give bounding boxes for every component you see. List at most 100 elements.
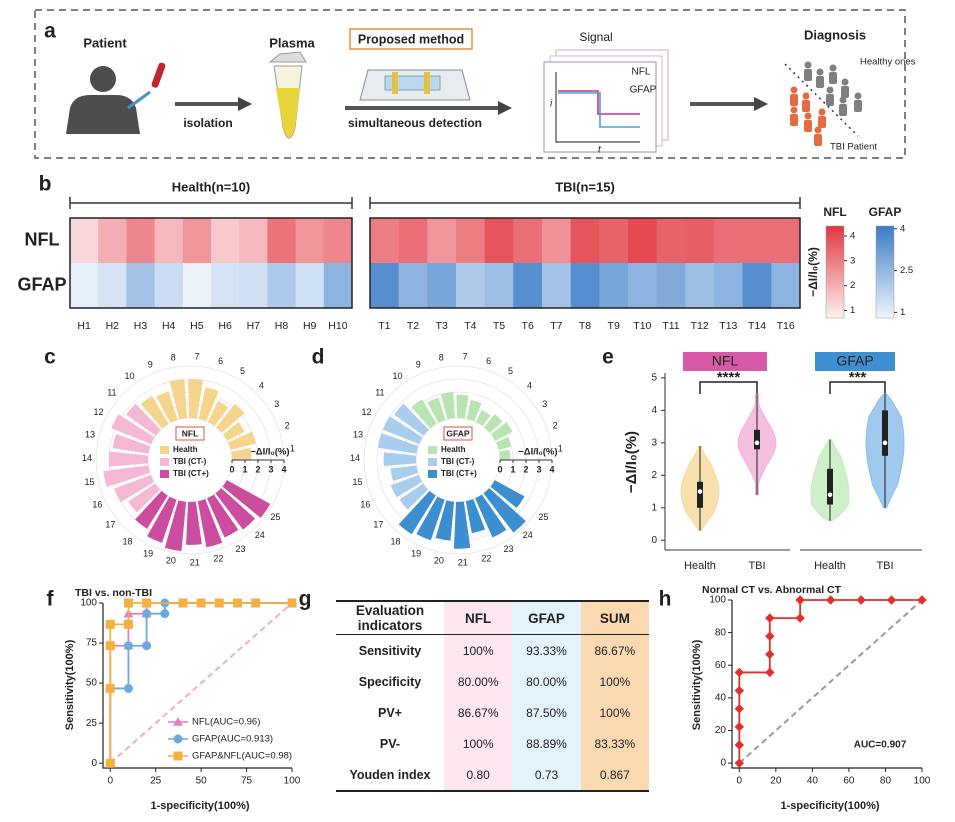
polar-bar <box>394 403 429 436</box>
data-point <box>105 641 115 651</box>
heatmap-cell <box>484 263 514 308</box>
heatmap-cell <box>714 218 744 263</box>
data-point <box>795 613 805 623</box>
data-point <box>734 704 745 714</box>
panel-letter: f <box>47 588 55 611</box>
group-label: TBI Patient <box>830 142 877 153</box>
legend-label: TBI (CT+) <box>441 469 477 478</box>
x-tick-label: 75 <box>241 776 253 787</box>
person-head <box>826 86 834 94</box>
electrode <box>392 72 398 94</box>
colorbar-tick-label: 4 <box>850 230 855 241</box>
person-body <box>854 100 862 112</box>
significance-bracket <box>829 381 886 394</box>
polar-bar <box>382 416 423 445</box>
panel-letter: c <box>44 346 56 369</box>
table-cell: 100% <box>580 666 649 697</box>
polar-bar <box>126 403 161 436</box>
table-cell: 93.33% <box>512 634 581 666</box>
heatmap-cell <box>599 263 629 308</box>
data-point <box>123 641 133 651</box>
y-tick-label: 0 <box>720 758 726 769</box>
data-point <box>917 595 927 605</box>
data-point <box>196 598 206 608</box>
person-body <box>814 134 822 146</box>
polar-bar <box>112 434 151 454</box>
person-body <box>816 76 824 88</box>
divider <box>784 63 859 137</box>
colorbar-tick-label: 2.5 <box>900 265 913 276</box>
x-tick-label: 50 <box>196 776 208 787</box>
data-point <box>123 619 133 629</box>
polar-bar <box>197 499 223 548</box>
legend-swatch <box>428 470 437 478</box>
category-label: 24 <box>255 530 265 540</box>
x-tick-label: Health <box>684 560 716 572</box>
polar-bar <box>453 501 471 549</box>
heatmap-cell <box>70 263 99 308</box>
legend-label: GFAP(AUC=0.913) <box>192 734 273 745</box>
column-label: T6 <box>522 320 534 332</box>
median <box>882 440 888 446</box>
iqr-box <box>754 429 760 450</box>
legend-swatch <box>160 458 169 466</box>
heatmap-cell <box>398 263 428 308</box>
polar-bar <box>222 480 271 518</box>
table-row: Youden index 0.80 0.73 0.867 <box>336 759 649 792</box>
data-point <box>856 595 866 605</box>
heatmap-cell <box>182 218 212 263</box>
heatmap-cell <box>126 218 155 263</box>
category-label: 20 <box>434 556 444 566</box>
x-tick-label: 60 <box>843 776 855 787</box>
legend-swatch <box>160 470 169 478</box>
x-tick-label: 100 <box>914 776 931 787</box>
polar-bar <box>377 433 419 454</box>
center-label: NFL <box>182 428 199 438</box>
category-label: 18 <box>123 536 133 546</box>
radial-axis-label: −ΔI/I₀(%) <box>518 447 557 458</box>
heatmap-cell <box>771 218 801 263</box>
step-label: Diagnosis <box>804 27 866 42</box>
heatmap-cell <box>656 218 686 263</box>
polar-bar <box>427 397 446 423</box>
polar-bar <box>186 501 202 545</box>
arrow-label: isolation <box>183 116 232 130</box>
polar-bar <box>399 483 429 510</box>
category-label: 18 <box>391 536 401 546</box>
panel-header-label: NFL <box>712 353 739 369</box>
heatmap-cell <box>370 263 400 308</box>
polar-bar <box>390 465 419 482</box>
column-label: T1 <box>378 320 390 332</box>
panel-letter: h <box>659 588 672 611</box>
heatmap-cell <box>771 263 801 308</box>
heatmap-cell <box>295 218 325 263</box>
table-cell: 0.73 <box>512 759 581 792</box>
polar-bar <box>440 392 456 420</box>
needle <box>127 90 151 110</box>
polar-bar <box>111 414 155 445</box>
heatmap-cell <box>427 218 457 263</box>
evaluation-table: Evaluation indicators NFL GFAP SUM Sensitivi… <box>336 600 649 792</box>
radial-tick-label: 2 <box>255 464 260 474</box>
arrow-head <box>498 101 512 115</box>
category-label: 12 <box>93 407 103 417</box>
person-head <box>802 92 810 100</box>
data-point <box>123 683 133 693</box>
table-cell: 0.80 <box>444 759 513 792</box>
table-cell: 83.33% <box>580 728 649 759</box>
y-tick-label: 75 <box>86 638 98 649</box>
heatmap-cell <box>742 218 772 263</box>
category-label: 10 <box>124 371 134 381</box>
column-label: T4 <box>464 320 476 332</box>
person-body <box>829 72 837 84</box>
polar-bar <box>108 451 149 467</box>
category-label: 6 <box>218 356 223 366</box>
data-point <box>734 740 745 750</box>
heatmap-cell <box>239 218 268 263</box>
table-cell: 100% <box>444 728 513 759</box>
heatmap-cell <box>456 263 486 308</box>
heatmap-cell <box>513 263 543 308</box>
polar-bar <box>490 480 525 509</box>
heatmap-cell <box>599 218 629 263</box>
panel-letter: a <box>44 20 56 43</box>
